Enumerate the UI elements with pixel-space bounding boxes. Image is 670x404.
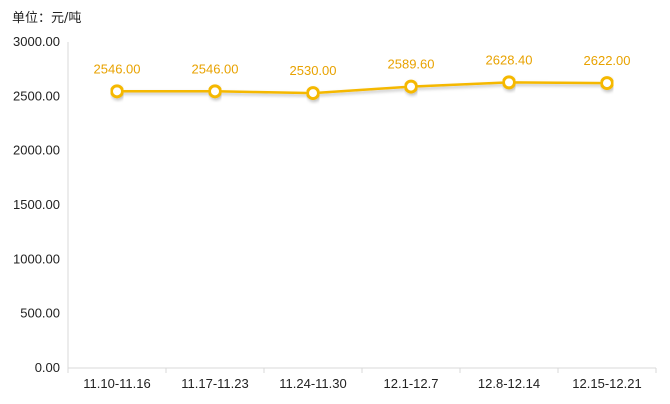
axes: 0.00 500.00 1000.00 1500.00 2000.00 2500.00 30… — [13, 34, 657, 391]
data-point — [110, 84, 124, 99]
data-label: 2622.00 — [584, 53, 631, 68]
data-point — [600, 76, 614, 91]
y-tick-label: 2000.00 — [13, 143, 60, 158]
y-tick-label: 2500.00 — [13, 88, 60, 103]
data-point — [404, 79, 418, 94]
unit-label: 单位：元/吨 — [12, 11, 82, 26]
x-tick-label: 12.15-12.21 — [572, 376, 641, 391]
x-tick-label: 12.8-12.14 — [478, 376, 540, 391]
data-label: 2589.60 — [388, 57, 435, 72]
series: 2546.00 2546.00 2530.00 2589.60 2628.40 2622.… — [94, 52, 631, 101]
y-tick-label: 3000.00 — [13, 34, 60, 49]
x-tick-label: 12.1-12.7 — [384, 376, 439, 391]
data-point — [208, 84, 222, 99]
data-label: 2628.40 — [486, 52, 533, 67]
y-tick-label: 0.00 — [35, 360, 60, 375]
data-label: 2546.00 — [94, 61, 141, 76]
x-tick-label: 11.17-11.23 — [181, 376, 248, 391]
data-point — [502, 75, 516, 90]
data-label: 2530.00 — [290, 63, 337, 78]
y-tick-label: 1500.00 — [13, 197, 60, 212]
y-tick-label: 500.00 — [20, 306, 60, 321]
x-tick-label: 11.24-11.30 — [279, 376, 346, 391]
series-line — [117, 81, 608, 95]
x-tick-label: 11.10-11.16 — [83, 376, 150, 391]
y-tick-label: 1000.00 — [13, 251, 60, 266]
data-label: 2546.00 — [192, 61, 239, 76]
data-point — [306, 86, 320, 101]
